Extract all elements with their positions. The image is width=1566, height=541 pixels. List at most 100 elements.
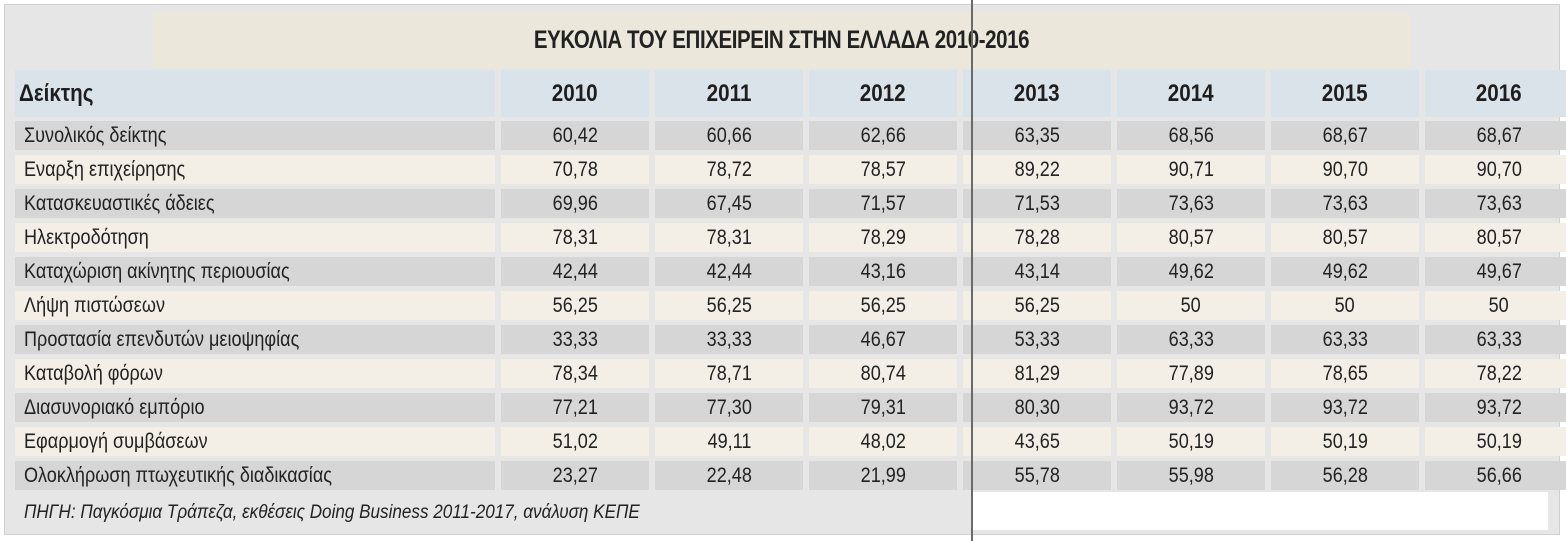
table-cell: 73,63 [1271, 189, 1419, 218]
table-cell: 50 [1117, 291, 1265, 320]
table-cell: 46,67 [809, 325, 957, 354]
row-label: Λήψη πιστώσεων [15, 291, 495, 320]
table-cell: 90,70 [1425, 155, 1566, 184]
table-cell: 56,28 [1271, 461, 1419, 490]
table-cell: 62,66 [809, 121, 957, 150]
table-cell: 73,63 [1425, 189, 1566, 218]
table-cell: 81,29 [963, 359, 1111, 388]
table-cell: 80,57 [1425, 223, 1566, 252]
table-cell: 63,33 [1117, 325, 1265, 354]
table-cell: 80,57 [1117, 223, 1265, 252]
table-cell: 56,25 [501, 291, 649, 320]
table-cell: 33,33 [501, 325, 649, 354]
table-cell: 55,78 [963, 461, 1111, 490]
table-cell: 90,71 [1117, 155, 1265, 184]
table-cell: 43,14 [963, 257, 1111, 286]
table-cell: 78,57 [809, 155, 957, 184]
table-cell: 93,72 [1271, 393, 1419, 422]
table-cell: 78,31 [655, 223, 803, 252]
data-table: Δείκτης 2010 2011 2012 2013 2014 2015 2016 Συνολ… [15, 70, 1566, 495]
row-label: Ηλεκτροδότηση [15, 223, 495, 252]
table-cell: 42,44 [501, 257, 649, 286]
source-note: ΠΗΓΗ: Παγκόσμια Τράπεζα, εκθέσεις Doing … [24, 502, 640, 523]
row-label: Εφαρμογή συμβάσεων [15, 427, 495, 456]
table-cell: 53,33 [963, 325, 1111, 354]
table-cell: 55,98 [1117, 461, 1265, 490]
table-cell: 71,53 [963, 189, 1111, 218]
table-cell: 77,21 [501, 393, 649, 422]
row-label: Προστασία επενδυτών μειοψηφίας [15, 325, 495, 354]
source-band [972, 492, 1548, 530]
table-cell: 50,19 [1117, 427, 1265, 456]
table-cell: 49,62 [1117, 257, 1265, 286]
row-label: Κατασκευαστικές άδειες [15, 189, 495, 218]
table-cell: 80,57 [1271, 223, 1419, 252]
table-cell: 22,48 [655, 461, 803, 490]
table-cell: 43,16 [809, 257, 957, 286]
table-cell: 50,19 [1271, 427, 1419, 456]
table-cell: 89,22 [963, 155, 1111, 184]
table-cell: 50 [1425, 291, 1566, 320]
row-label: Διασυνοριακό εμπόριο [15, 393, 495, 422]
table-cell: 93,72 [1425, 393, 1566, 422]
table-cell: 77,89 [1117, 359, 1265, 388]
table-cell: 63,33 [1271, 325, 1419, 354]
table-cell: 80,74 [809, 359, 957, 388]
table-cell: 49,11 [655, 427, 803, 456]
table-cell: 63,35 [963, 121, 1111, 150]
table-cell: 68,67 [1425, 121, 1566, 150]
table-cell: 49,62 [1271, 257, 1419, 286]
table-cell: 70,78 [501, 155, 649, 184]
table-cell: 50 [1271, 291, 1419, 320]
header-year: 2010 [501, 70, 649, 117]
table-cell: 21,99 [809, 461, 957, 490]
row-label: Συνολικός δείκτης [15, 121, 495, 150]
row-label: Εναρξη επιχείρησης [15, 155, 495, 184]
header-year: 2016 [1425, 70, 1566, 117]
table-cell: 78,71 [655, 359, 803, 388]
table-cell: 68,67 [1271, 121, 1419, 150]
table-cell: 50,19 [1425, 427, 1566, 456]
table-cell: 23,27 [501, 461, 649, 490]
header-year: 2014 [1117, 70, 1265, 117]
table-cell: 68,56 [1117, 121, 1265, 150]
table-cell: 78,28 [963, 223, 1111, 252]
header-year: 2013 [963, 70, 1111, 117]
table-cell: 60,66 [655, 121, 803, 150]
table-cell: 78,72 [655, 155, 803, 184]
table-cell: 56,25 [809, 291, 957, 320]
table-cell: 56,25 [655, 291, 803, 320]
table-cell: 78,22 [1425, 359, 1566, 388]
table-cell: 78,31 [501, 223, 649, 252]
table-cell: 49,67 [1425, 257, 1566, 286]
table-cell: 90,70 [1271, 155, 1419, 184]
table-cell: 69,96 [501, 189, 649, 218]
row-label: Ολοκλήρωση πτωχευτικής διαδικασίας [15, 461, 495, 490]
table-cell: 73,63 [1117, 189, 1265, 218]
table-cell: 43,65 [963, 427, 1111, 456]
table-cell: 56,25 [963, 291, 1111, 320]
table-cell: 60,42 [501, 121, 649, 150]
table-cell: 67,45 [655, 189, 803, 218]
table-cell: 79,31 [809, 393, 957, 422]
table-cell: 71,57 [809, 189, 957, 218]
table-cell: 93,72 [1117, 393, 1265, 422]
row-label: Καταχώριση ακίνητης περιουσίας [15, 257, 495, 286]
table-cell: 78,34 [501, 359, 649, 388]
table-cell: 63,33 [1425, 325, 1566, 354]
table-title: ΕΥΚΟΛΙΑ ΤΟΥ ΕΠΙΧΕΙΡΕΙΝ ΣΤΗΝ ΕΛΛΑΔΑ 2010-… [152, 13, 1411, 68]
row-label: Καταβολή φόρων [15, 359, 495, 388]
header-year: 2015 [1271, 70, 1419, 117]
table-cell: 42,44 [655, 257, 803, 286]
table-cell: 77,30 [655, 393, 803, 422]
header-year: 2011 [655, 70, 803, 117]
table-cell: 78,65 [1271, 359, 1419, 388]
header-indicator: Δείκτης [15, 70, 495, 117]
divider-line [971, 0, 973, 541]
table-cell: 80,30 [963, 393, 1111, 422]
table-cell: 51,02 [501, 427, 649, 456]
table-cell: 78,29 [809, 223, 957, 252]
table-cell: 48,02 [809, 427, 957, 456]
header-year: 2012 [809, 70, 957, 117]
table-cell: 56,66 [1425, 461, 1566, 490]
